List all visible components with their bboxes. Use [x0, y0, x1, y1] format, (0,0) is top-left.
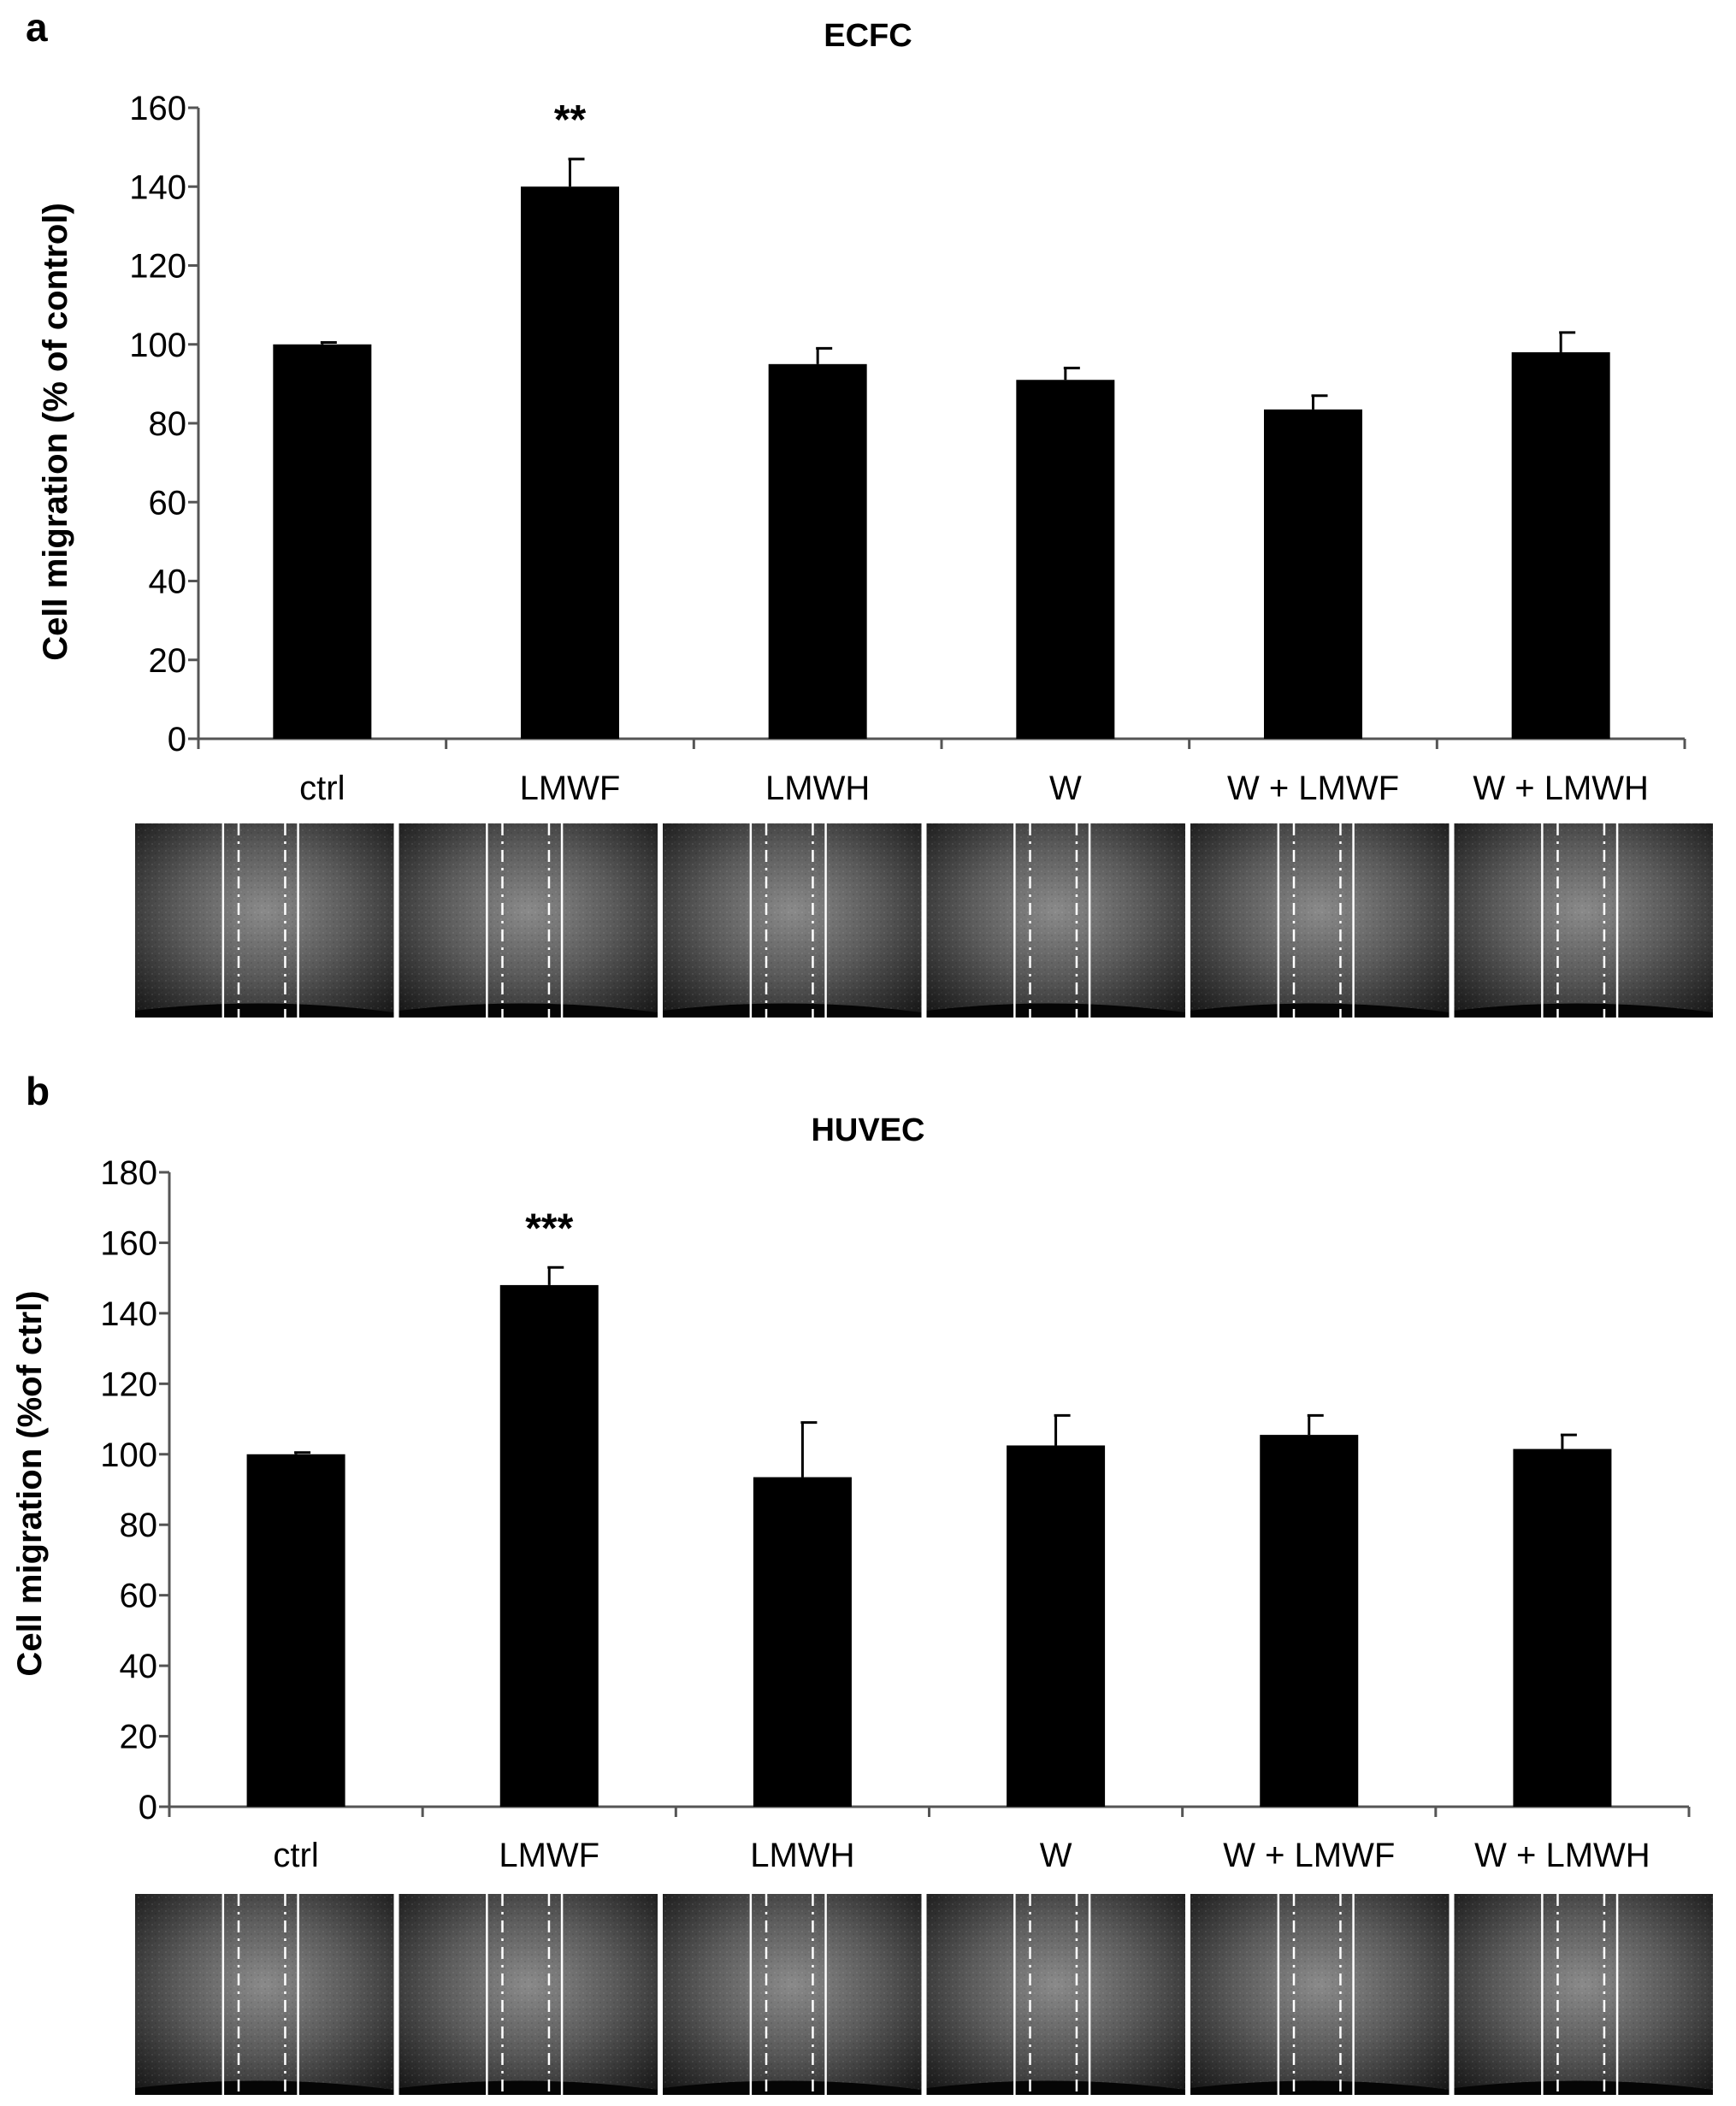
panel-b: b HUVEC Cell migration (%of ctrl) 0 20 40 6…: [11, 1069, 1713, 2095]
x-category-label: LMWH: [765, 770, 870, 807]
y-tick-label: 100: [100, 1436, 157, 1474]
bar: [273, 344, 372, 739]
plot-area-b: 0 20 40 60 80 100 120 140 160 180 ctrl LMWF *** LMWH W…: [100, 1154, 1691, 1874]
micrograph-vignette: [135, 1003, 394, 1018]
chart-title-b: HUVEC: [811, 1112, 924, 1148]
y-tick-label: 140: [100, 1295, 157, 1333]
y-tick-label: 80: [149, 405, 187, 443]
micrograph-vignette: [1454, 1003, 1713, 1018]
significance-mark: **: [554, 97, 587, 143]
micrograph: [399, 823, 658, 1018]
micrograph-vignette: [926, 1003, 1185, 1018]
micrograph: [135, 1894, 394, 2095]
y-tick-label: 160: [100, 1224, 157, 1262]
micrograph-texture: [663, 823, 922, 1018]
x-category-label: LMWF: [499, 1837, 599, 1874]
y-tick-label: 20: [149, 642, 187, 680]
micrograph-row-b: [135, 1894, 1713, 2095]
bar: [1513, 1448, 1612, 1807]
y-tick-label: 160: [129, 90, 186, 127]
x-category-label: W: [1049, 770, 1082, 807]
micrograph: [663, 1894, 922, 2095]
y-axis-label-a: Cell migration (% of control): [37, 203, 74, 661]
bar: [1007, 1445, 1106, 1807]
micrograph-vignette: [399, 1003, 658, 1018]
micrograph-texture: [663, 1894, 922, 2095]
micrograph-texture: [1190, 823, 1450, 1018]
micrograph-texture: [135, 823, 394, 1018]
bar: [521, 186, 619, 739]
x-category-label: ctrl: [273, 1837, 318, 1874]
micrograph-texture: [1190, 1894, 1450, 2095]
micrograph-vignette: [399, 2080, 658, 2095]
bar: [1016, 380, 1115, 739]
panel-letter-b: b: [26, 1069, 50, 1113]
micrograph: [663, 823, 922, 1018]
x-category-label: W + LMWF: [1227, 770, 1399, 807]
micrograph-vignette: [663, 1003, 922, 1018]
micrograph-vignette: [1190, 1003, 1450, 1018]
y-tick-label: 100: [129, 327, 186, 364]
micrograph-texture: [926, 823, 1185, 1018]
y-tick-label: 80: [120, 1507, 158, 1544]
micrograph-vignette: [1190, 2080, 1450, 2095]
y-tick-label: 120: [100, 1366, 157, 1403]
x-category-label: LMWF: [520, 770, 621, 807]
micrograph: [135, 823, 394, 1018]
micrograph: [1190, 823, 1450, 1018]
y-axis-label-b: Cell migration (%of ctrl): [11, 1290, 49, 1676]
x-category-label: W + LMWH: [1474, 1837, 1650, 1874]
micrograph-row-a: [135, 823, 1713, 1018]
bar: [768, 363, 867, 739]
significance-mark: ***: [525, 1206, 573, 1251]
y-tick-label: 140: [129, 168, 186, 206]
micrograph: [926, 1894, 1185, 2095]
micrograph: [1190, 1894, 1450, 2095]
micrograph: [1454, 1894, 1713, 2095]
micrograph-texture: [1454, 823, 1713, 1018]
y-tick-label: 60: [120, 1578, 158, 1615]
micrograph-texture: [1454, 1894, 1713, 2095]
x-category-label: W + LMWF: [1223, 1837, 1395, 1874]
plot-area-a: 0 20 40 60 80 100 120 140 160 ctrl LMWF ** LMWH W W + …: [129, 90, 1686, 807]
panel-a: a ECFC Cell migration (% of control) 0 20…: [26, 5, 1713, 1018]
x-category-label: ctrl: [299, 770, 345, 807]
micrograph-vignette: [663, 2080, 922, 2095]
micrograph-vignette: [1454, 2080, 1713, 2095]
y-tick-label: 0: [168, 721, 186, 758]
y-tick-label: 20: [120, 1719, 158, 1756]
bar: [1260, 1435, 1359, 1807]
bar: [499, 1284, 599, 1807]
y-tick-label: 0: [139, 1789, 157, 1826]
x-category-label: W + LMWH: [1473, 770, 1649, 807]
x-category-label: LMWH: [750, 1837, 854, 1874]
bar: [753, 1477, 852, 1807]
chart-title-a: ECFC: [824, 18, 912, 54]
x-category-label: W: [1040, 1837, 1072, 1874]
micrograph-vignette: [926, 2080, 1185, 2095]
micrograph: [399, 1894, 658, 2095]
bar: [246, 1454, 345, 1807]
panel-letter-a: a: [26, 5, 48, 50]
micrograph-vignette: [135, 2080, 394, 2095]
y-tick-label: 180: [100, 1154, 157, 1192]
micrograph-texture: [399, 823, 658, 1018]
y-tick-label: 40: [120, 1648, 158, 1685]
micrograph-texture: [399, 1894, 658, 2095]
micrograph-texture: [926, 1894, 1185, 2095]
bar: [1511, 351, 1610, 739]
micrograph: [926, 823, 1185, 1018]
micrograph: [1454, 823, 1713, 1018]
y-tick-label: 120: [129, 248, 186, 286]
bar: [1264, 409, 1362, 739]
y-tick-label: 60: [149, 484, 187, 522]
micrograph-texture: [135, 1894, 394, 2095]
y-tick-label: 40: [149, 563, 187, 601]
